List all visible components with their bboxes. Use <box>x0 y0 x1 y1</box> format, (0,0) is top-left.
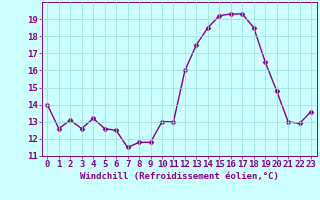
X-axis label: Windchill (Refroidissement éolien,°C): Windchill (Refroidissement éolien,°C) <box>80 172 279 181</box>
